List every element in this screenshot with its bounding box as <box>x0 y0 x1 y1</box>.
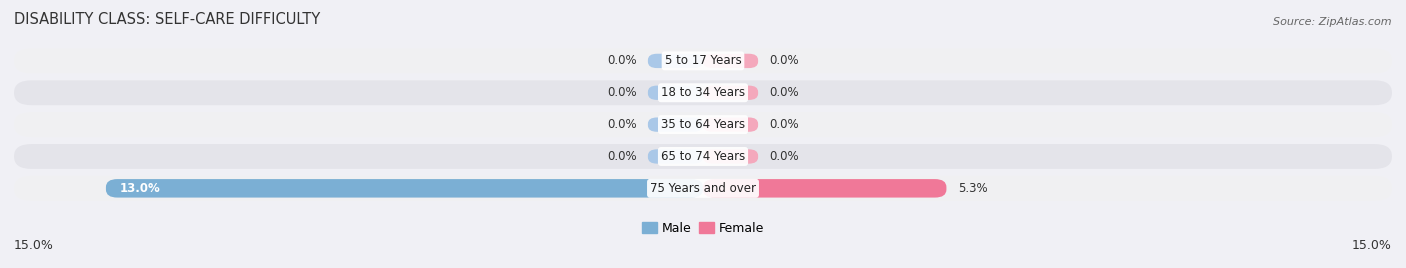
Text: 75 Years and over: 75 Years and over <box>650 182 756 195</box>
Text: Source: ZipAtlas.com: Source: ZipAtlas.com <box>1274 17 1392 27</box>
FancyBboxPatch shape <box>703 54 758 68</box>
Text: 15.0%: 15.0% <box>14 239 53 252</box>
FancyBboxPatch shape <box>703 85 758 100</box>
Text: 5 to 17 Years: 5 to 17 Years <box>665 54 741 68</box>
FancyBboxPatch shape <box>648 117 703 132</box>
Text: 0.0%: 0.0% <box>769 118 799 131</box>
Text: 35 to 64 Years: 35 to 64 Years <box>661 118 745 131</box>
FancyBboxPatch shape <box>14 112 1392 137</box>
FancyBboxPatch shape <box>703 179 946 198</box>
FancyBboxPatch shape <box>105 179 703 198</box>
Text: 5.3%: 5.3% <box>957 182 987 195</box>
Text: 0.0%: 0.0% <box>769 86 799 99</box>
Text: 13.0%: 13.0% <box>120 182 160 195</box>
FancyBboxPatch shape <box>703 117 758 132</box>
FancyBboxPatch shape <box>703 149 758 164</box>
FancyBboxPatch shape <box>14 144 1392 169</box>
FancyBboxPatch shape <box>648 149 703 164</box>
FancyBboxPatch shape <box>14 176 1392 201</box>
Text: 0.0%: 0.0% <box>607 150 637 163</box>
Text: DISABILITY CLASS: SELF-CARE DIFFICULTY: DISABILITY CLASS: SELF-CARE DIFFICULTY <box>14 12 321 27</box>
Text: 18 to 34 Years: 18 to 34 Years <box>661 86 745 99</box>
FancyBboxPatch shape <box>14 80 1392 105</box>
FancyBboxPatch shape <box>648 54 703 68</box>
Text: 0.0%: 0.0% <box>607 54 637 68</box>
Text: 0.0%: 0.0% <box>769 54 799 68</box>
Text: 0.0%: 0.0% <box>769 150 799 163</box>
FancyBboxPatch shape <box>14 49 1392 73</box>
Text: 65 to 74 Years: 65 to 74 Years <box>661 150 745 163</box>
FancyBboxPatch shape <box>648 85 703 100</box>
Text: 15.0%: 15.0% <box>1353 239 1392 252</box>
Text: 0.0%: 0.0% <box>607 86 637 99</box>
Legend: Male, Female: Male, Female <box>637 217 769 240</box>
Text: 0.0%: 0.0% <box>607 118 637 131</box>
